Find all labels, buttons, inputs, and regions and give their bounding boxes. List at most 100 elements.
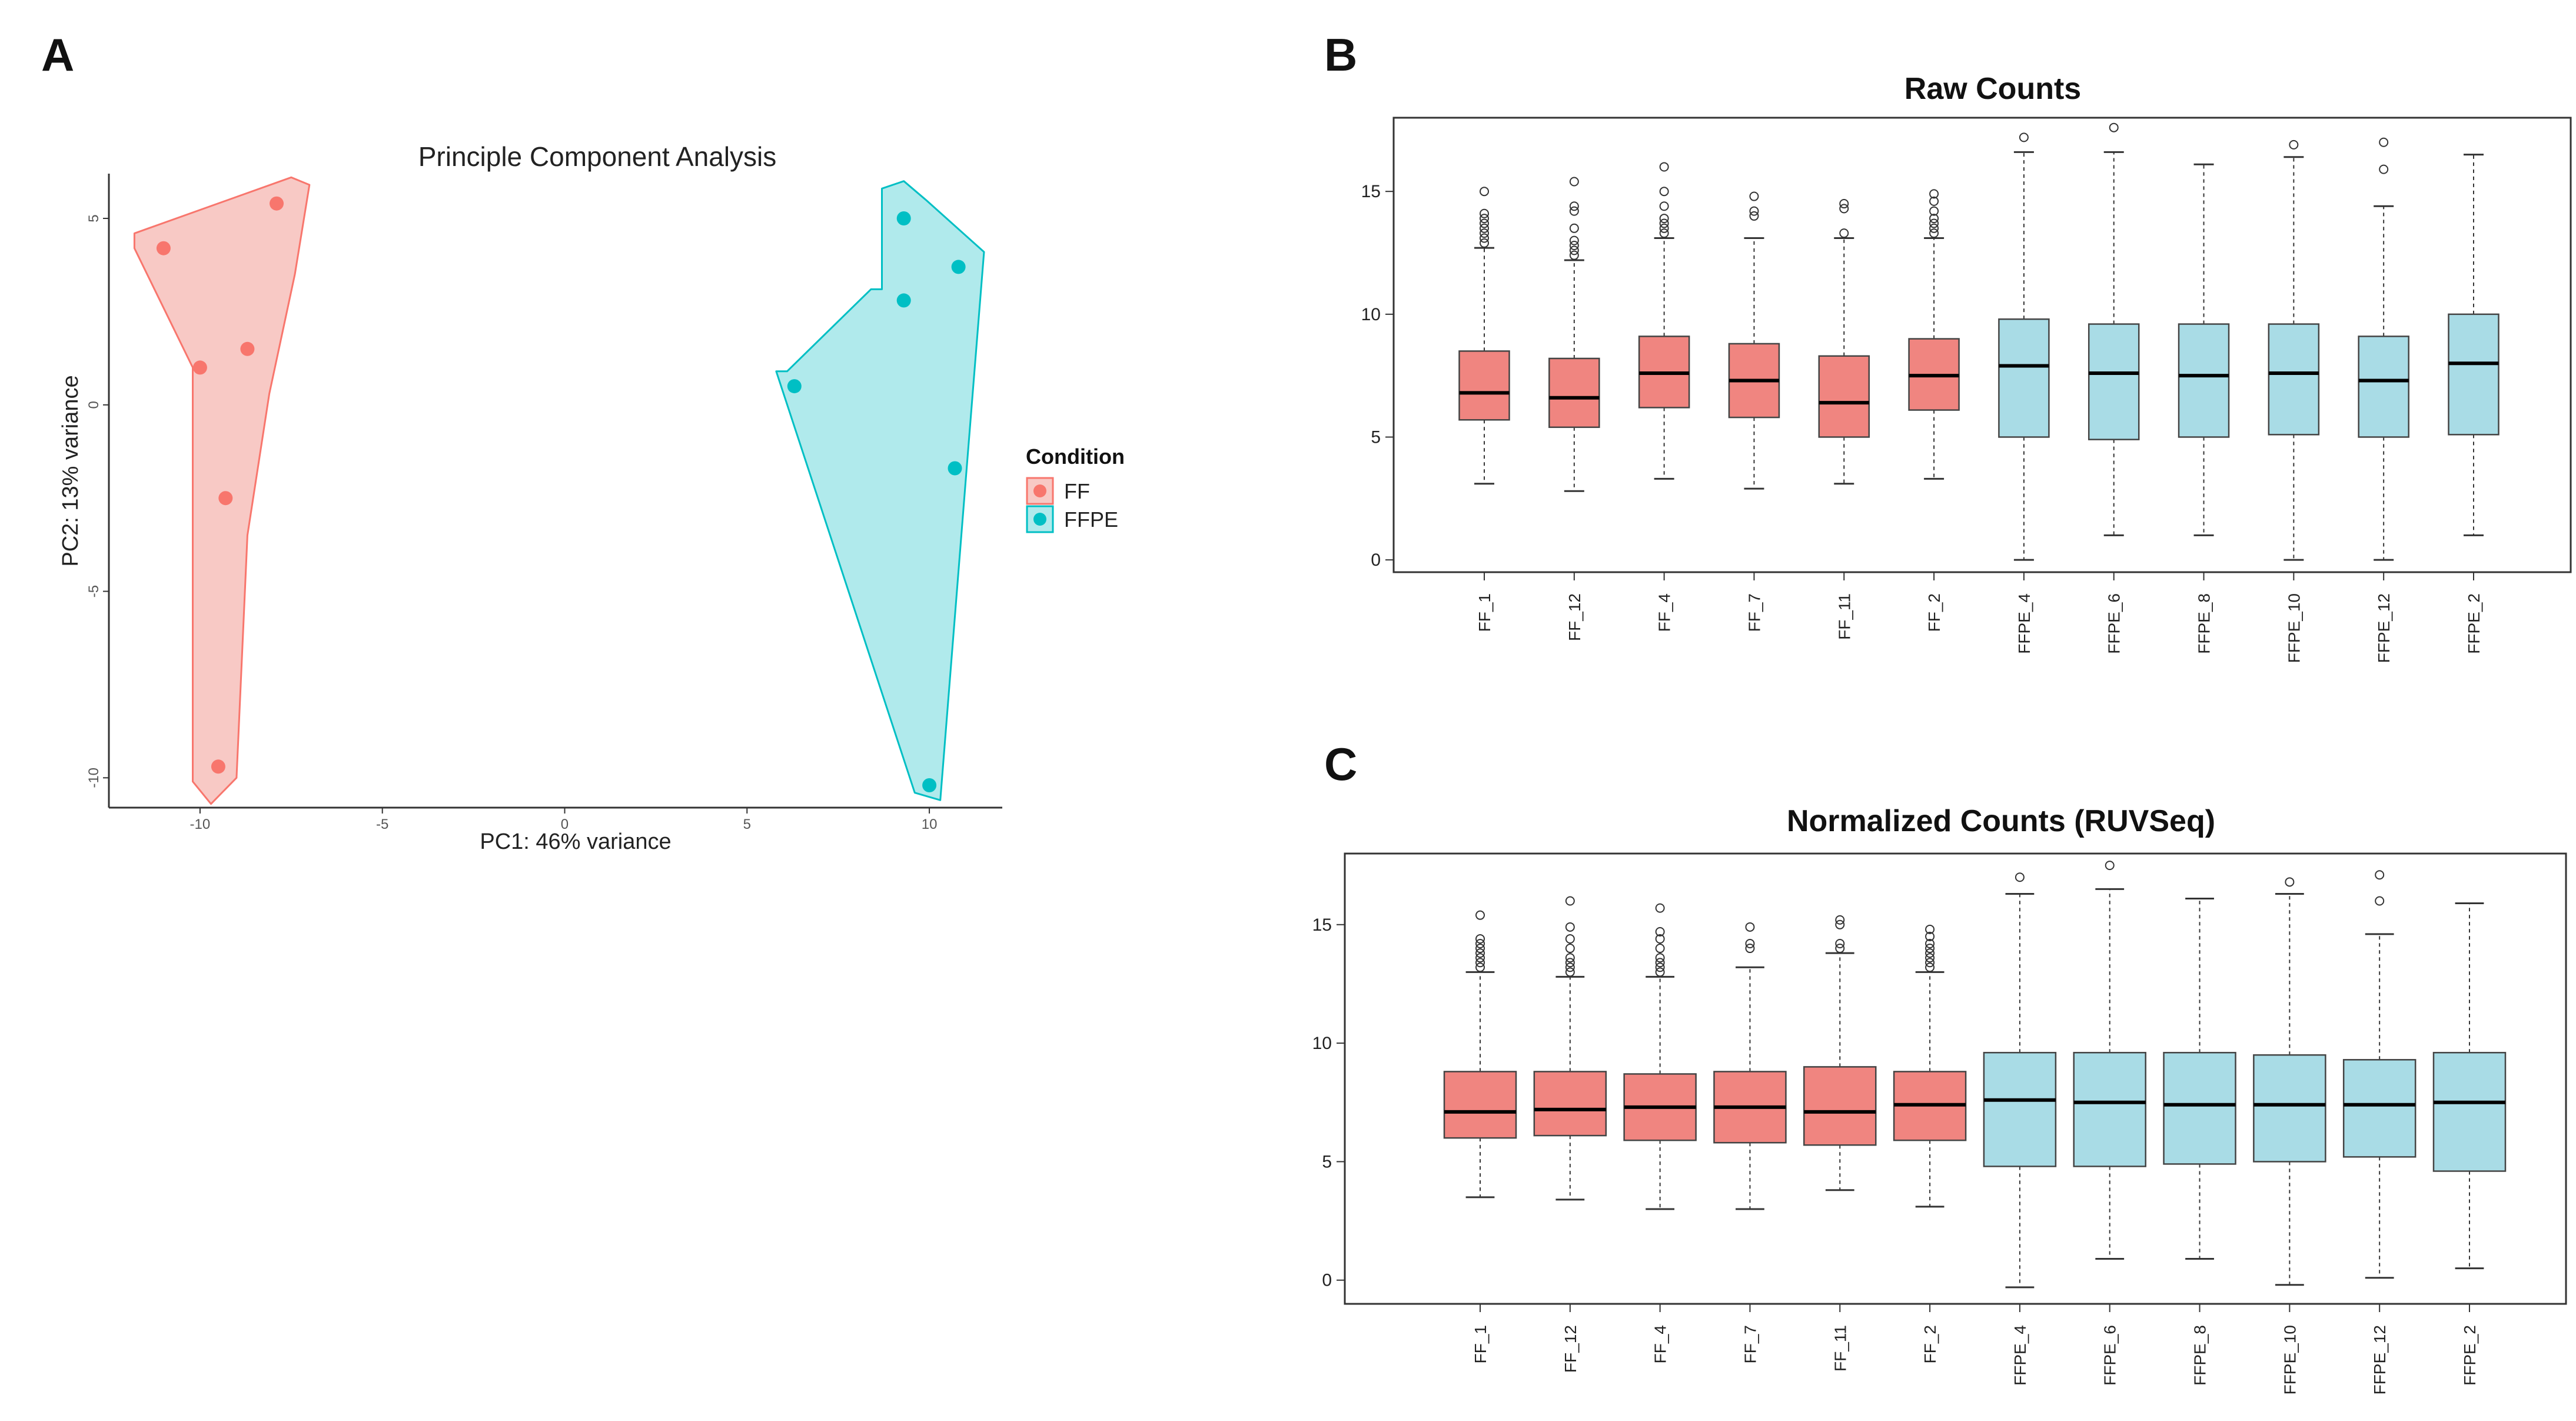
raw-y-tick-label: 10	[1361, 305, 1381, 324]
raw-y-tick-label: 0	[1371, 550, 1381, 570]
point-ff-1	[270, 196, 284, 211]
norm-outlier	[1475, 962, 1485, 972]
norm-outlier	[1475, 958, 1485, 968]
point-ff-2	[192, 360, 207, 375]
raw-outlier	[1659, 214, 1669, 224]
norm-box-FFPE_6	[2073, 1051, 2146, 1167]
raw-outlier	[1659, 228, 1669, 238]
pca-y-tick-label: -10	[86, 768, 102, 788]
pca-x-axis-label: PC1: 46% variance	[480, 829, 671, 854]
raw-outlier	[1929, 206, 1939, 216]
pca-y-tick-label: -5	[86, 585, 102, 597]
pca-x-tick-label: 0	[561, 816, 569, 832]
norm-outlier	[1565, 967, 1575, 977]
raw-outlier	[1929, 223, 1939, 233]
norm-outlier	[1475, 939, 1485, 948]
pca-legend: Condition FF FFPE	[1026, 444, 1125, 533]
norm-category-label: FFPE_8	[2191, 1325, 2209, 1386]
raw-category-label: FFPE_2	[2465, 593, 2483, 654]
pca-y-tick-label: 5	[86, 214, 102, 222]
norm-y-tick-label: 5	[1322, 1152, 1332, 1171]
pca-hulls	[133, 176, 985, 805]
raw-outlier	[2379, 164, 2389, 174]
norm-outlier	[1565, 962, 1575, 972]
norm-category-label: FFPE_2	[2461, 1325, 2479, 1386]
normalized-counts-frame	[1344, 852, 2567, 1305]
norm-outlier	[1925, 958, 1935, 968]
hull-ff	[133, 176, 311, 805]
raw-outlier	[1569, 240, 1579, 250]
norm-outlier	[1565, 934, 1575, 944]
norm-outlier	[1565, 922, 1575, 932]
norm-outlier	[1655, 934, 1665, 944]
raw-box-FFPE_4	[1998, 318, 2050, 438]
raw-outlier	[2379, 137, 2389, 147]
norm-outlier	[2375, 896, 2385, 906]
raw-outlier	[2019, 132, 2029, 142]
norm-category-label: FF_2	[1921, 1325, 1939, 1363]
raw-outlier	[1569, 250, 1579, 260]
raw-category-label: FFPE_8	[2195, 593, 2213, 654]
raw-outlier	[2109, 122, 2119, 132]
normalized-counts-boxes: 0 5 10 15 FF_1 FF_12 FF_4 FF_7 FF_11 FF_2 FFPE_4 FF…	[1312, 861, 2507, 1395]
norm-box-FFPE_10	[2253, 1054, 2326, 1163]
pca-x-tick-label: -10	[190, 816, 211, 832]
norm-outlier	[1925, 931, 1935, 941]
norm-box-FF_11	[1803, 1066, 1877, 1146]
norm-box-FFPE_8	[2163, 1051, 2236, 1165]
norm-outlier	[1565, 944, 1575, 954]
raw-outlier	[1659, 223, 1669, 233]
raw-outlier	[1569, 206, 1579, 216]
norm-outlier	[1655, 953, 1665, 963]
norm-outlier	[1835, 919, 1845, 929]
raw-outlier	[1749, 191, 1759, 201]
panel-label-c: C	[1324, 738, 1357, 790]
norm-outlier	[2375, 870, 2385, 880]
pca-x-tick-label: -5	[376, 816, 388, 832]
raw-outlier	[1480, 218, 1489, 228]
norm-outlier	[1655, 903, 1665, 913]
point-ffpe-0	[896, 211, 911, 225]
raw-box-FF_1	[1458, 350, 1510, 421]
raw-outlier	[1839, 199, 1849, 209]
raw-outlier	[1569, 235, 1579, 245]
norm-outlier	[1925, 924, 1935, 934]
raw-outlier	[1929, 214, 1939, 224]
raw-y-tick-label: 5	[1371, 427, 1381, 447]
pca-y-tick-label: 0	[86, 401, 102, 409]
raw-outlier	[1839, 228, 1849, 238]
raw-outlier	[1480, 233, 1489, 243]
raw-category-label: FF_4	[1656, 593, 1674, 632]
raw-outlier	[1569, 201, 1579, 211]
raw-category-label: FFPE_4	[2015, 593, 2033, 654]
raw-y-tick-label: 15	[1361, 182, 1381, 201]
norm-category-label: FFPE_10	[2281, 1325, 2299, 1395]
norm-outlier	[1925, 944, 1935, 954]
norm-outlier	[1835, 944, 1845, 954]
raw-box-FFPE_8	[2178, 323, 2230, 438]
point-ff-3	[240, 341, 255, 356]
pca-x-tick-label: 10	[922, 816, 938, 832]
norm-outlier	[1925, 962, 1935, 972]
norm-outlier	[2015, 872, 2025, 882]
norm-category-label: FF_7	[1741, 1325, 1759, 1363]
raw-counts-title: Raw Counts	[1904, 72, 2081, 106]
legend-label-ffpe: FFPE	[1064, 507, 1118, 532]
raw-outlier	[1480, 223, 1489, 233]
raw-outlier	[1929, 189, 1939, 199]
norm-box-FF_1	[1443, 1071, 1517, 1139]
raw-outlier	[1839, 204, 1849, 214]
pca-points	[156, 196, 966, 792]
norm-box-FFPE_2	[2432, 1051, 2507, 1172]
raw-category-label: FF_1	[1475, 593, 1494, 632]
pca-panel: A Principle Component Analysis -10 -5 0 5 10…	[41, 29, 1125, 854]
raw-outlier	[1749, 211, 1759, 221]
hull-ffpe	[775, 180, 985, 801]
raw-outlier	[2289, 140, 2299, 150]
norm-outlier	[1745, 939, 1755, 948]
norm-outlier	[1565, 958, 1575, 968]
raw-outlier	[1659, 201, 1669, 211]
raw-box-FFPE_12	[2358, 336, 2409, 438]
legend-dot-ff	[1033, 484, 1046, 497]
